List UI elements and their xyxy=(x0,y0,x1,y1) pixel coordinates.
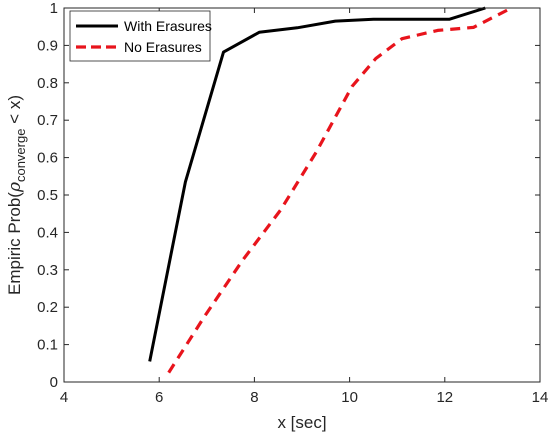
y-axis-label-suffix: < x) xyxy=(5,95,24,129)
series-line-no-erasures xyxy=(167,6,513,374)
legend-box xyxy=(69,10,211,62)
y-tick-label-0-5: 0.5 xyxy=(37,187,58,204)
y-tick-label-0-4: 0.4 xyxy=(37,224,58,241)
x-tick-label-4: 4 xyxy=(60,389,68,406)
x-tick-label-10: 10 xyxy=(341,389,358,406)
y-tick-label-0-7: 0.7 xyxy=(37,112,58,129)
y-tick-label-0-9: 0.9 xyxy=(37,37,58,54)
legend-label-no-erasures: No Erasures xyxy=(124,39,202,55)
series-line-with-erasures xyxy=(148,6,486,362)
ticks-layer: 4 6 8 10 12 14 0 0.1 0.2 0.3 0.4 0.5 0.6 0.7 0.8 0.9 1 xyxy=(37,0,548,406)
x-tick-label-14: 14 xyxy=(532,389,549,406)
x-tick-label-8: 8 xyxy=(250,389,258,406)
legend-label-with-erasures: With Erasures xyxy=(124,18,212,34)
y-axis-label-prefix: Empiric Prob( xyxy=(5,192,24,295)
y-axis-label: Empiric Prob(ρconverge < x) xyxy=(5,95,28,295)
y-axis-label-symbol: ρ xyxy=(5,182,25,193)
y-tick-label-0-8: 0.8 xyxy=(37,75,58,92)
y-tick-label-1: 1 xyxy=(50,0,58,17)
x-axis-label: x [sec] xyxy=(277,413,326,432)
legend: With Erasures No Erasures xyxy=(69,10,212,62)
y-tick-label-0: 0 xyxy=(50,374,58,391)
plot-background xyxy=(64,8,540,382)
x-tick-label-6: 6 xyxy=(155,389,163,406)
y-tick-label-0-1: 0.1 xyxy=(37,337,58,354)
series-layer xyxy=(148,6,513,374)
x-tick-label-12: 12 xyxy=(436,389,453,406)
y-tick-label-0-6: 0.6 xyxy=(37,150,58,167)
y-tick-label-0-3: 0.3 xyxy=(37,262,58,279)
y-axis-label-subscript: converge xyxy=(13,129,28,182)
y-tick-label-0-2: 0.2 xyxy=(37,299,58,316)
